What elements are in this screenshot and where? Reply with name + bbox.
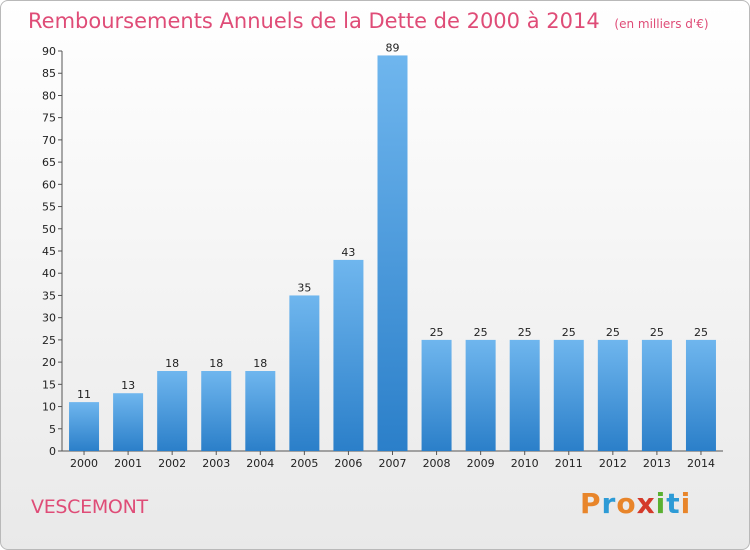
chart-bars — [69, 55, 716, 451]
bar-value-label: 18 — [253, 357, 267, 370]
bar-value-label: 25 — [430, 326, 444, 339]
bar-2003 — [201, 371, 232, 451]
y-tick-label: 5 — [49, 423, 56, 436]
x-tick-label: 2006 — [334, 457, 362, 470]
y-tick-label: 65 — [42, 156, 56, 169]
y-tick-label: 55 — [42, 201, 56, 214]
bar-value-label: 18 — [209, 357, 223, 370]
bar-value-label: 11 — [77, 388, 91, 401]
bar-2013 — [641, 339, 672, 451]
y-tick-label: 75 — [42, 112, 56, 125]
bar-value-label: 35 — [297, 281, 311, 294]
x-tick-label: 2005 — [290, 457, 318, 470]
chart-title: Remboursements Annuels de la Dette de 20… — [28, 9, 709, 33]
bar-2002 — [157, 371, 188, 451]
bar-value-label: 25 — [518, 326, 532, 339]
x-tick-label: 2014 — [687, 457, 715, 470]
y-tick-label: 10 — [42, 401, 56, 414]
commune-name: VESCEMONT — [31, 496, 148, 518]
y-tick-label: 50 — [42, 223, 56, 236]
logo-letter: o — [616, 487, 637, 520]
bar-value-label: 25 — [606, 326, 620, 339]
bar-value-label: 18 — [165, 357, 179, 370]
x-tick-label: 2004 — [246, 457, 274, 470]
y-tick-label: 35 — [42, 289, 56, 302]
bar-2011 — [553, 339, 584, 451]
bar-value-label: 25 — [562, 326, 576, 339]
bar-2012 — [597, 339, 628, 451]
y-tick-label: 0 — [49, 445, 56, 458]
bar-2000 — [69, 402, 100, 451]
y-tick-label: 80 — [42, 89, 56, 102]
y-tick-label: 25 — [42, 334, 56, 347]
y-tick-label: 20 — [42, 356, 56, 369]
y-tick-label: 90 — [42, 45, 56, 58]
chart-unit: (en milliers d'€) — [614, 17, 709, 31]
y-tick-label: 60 — [42, 178, 56, 191]
y-tick-label: 15 — [42, 378, 56, 391]
x-tick-label: 2000 — [70, 457, 98, 470]
bar-2010 — [509, 339, 540, 451]
y-tick-label: 85 — [42, 67, 56, 80]
bar-2005 — [289, 295, 320, 451]
logo-letter: i — [680, 487, 692, 520]
bar-2001 — [113, 393, 144, 451]
logo-letter: r — [601, 487, 617, 520]
x-tick-label: 2008 — [423, 457, 451, 470]
y-tick-label: 40 — [42, 267, 56, 280]
x-tick-label: 2013 — [643, 457, 671, 470]
bar-value-label: 13 — [121, 379, 135, 392]
bar-value-label: 43 — [341, 246, 355, 259]
x-tick-label: 2002 — [158, 457, 186, 470]
bar-2014 — [685, 339, 716, 451]
logo-letter: i — [655, 487, 667, 520]
bar-value-label: 89 — [386, 41, 400, 54]
bar-2007 — [377, 55, 408, 451]
bar-value-label: 25 — [694, 326, 708, 339]
logo-letter: t — [666, 487, 681, 520]
bar-value-label: 25 — [650, 326, 664, 339]
chart-bar-labels: 11 13 18 18 18 35 43 89 25 25 25 25 25 25 25 — [77, 41, 708, 401]
chart-axes: 0 5 10 15 20 25 30 35 40 45 50 55 60 65 70 75 80 85 90 2000… — [42, 45, 723, 470]
x-tick-label: 2003 — [202, 457, 230, 470]
x-tick-label: 2009 — [467, 457, 495, 470]
x-tick-label: 2001 — [114, 457, 142, 470]
y-tick-label: 45 — [42, 245, 56, 258]
proxiti-logo: Proxiti — [580, 487, 691, 520]
chart-title-text: Remboursements Annuels de la Dette de 20… — [28, 9, 600, 33]
x-tick-label: 2010 — [511, 457, 539, 470]
bar-value-label: 25 — [474, 326, 488, 339]
bar-2009 — [465, 339, 496, 451]
y-tick-label: 30 — [42, 312, 56, 325]
bar-2008 — [421, 339, 452, 451]
x-tick-label: 2011 — [555, 457, 583, 470]
x-tick-label: 2012 — [599, 457, 627, 470]
bar-2004 — [245, 371, 276, 451]
y-tick-label: 70 — [42, 134, 56, 147]
logo-letter: x — [636, 487, 656, 520]
logo-letter: P — [580, 487, 602, 520]
bar-2006 — [333, 259, 364, 451]
x-tick-label: 2007 — [379, 457, 407, 470]
